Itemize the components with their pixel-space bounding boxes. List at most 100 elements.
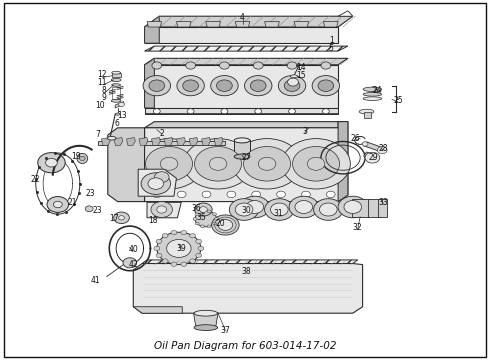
Circle shape [215, 217, 219, 220]
Circle shape [196, 253, 202, 258]
Text: 12: 12 [97, 71, 107, 80]
Ellipse shape [111, 78, 121, 82]
Polygon shape [323, 22, 338, 27]
Polygon shape [139, 138, 148, 145]
Ellipse shape [363, 93, 382, 96]
Ellipse shape [111, 99, 121, 102]
Ellipse shape [194, 310, 218, 316]
Circle shape [250, 80, 266, 91]
Circle shape [293, 147, 340, 181]
Circle shape [277, 191, 286, 198]
Text: 20: 20 [216, 220, 225, 229]
Polygon shape [164, 138, 173, 145]
Bar [378, 199, 387, 217]
Circle shape [171, 262, 177, 266]
Circle shape [186, 62, 196, 69]
Circle shape [312, 76, 340, 96]
Circle shape [156, 239, 162, 243]
Text: Oil Pan Diagram for 603-014-17-02: Oil Pan Diagram for 603-014-17-02 [154, 341, 336, 351]
Circle shape [240, 196, 270, 218]
Text: 9: 9 [101, 94, 106, 103]
Circle shape [154, 246, 160, 251]
Circle shape [148, 178, 164, 189]
Polygon shape [126, 138, 135, 145]
Polygon shape [294, 22, 309, 27]
Ellipse shape [363, 87, 382, 91]
Circle shape [207, 210, 211, 213]
Text: 23: 23 [92, 206, 102, 215]
Circle shape [143, 76, 171, 96]
Text: 17: 17 [109, 215, 119, 223]
Circle shape [284, 80, 300, 91]
Circle shape [229, 199, 259, 220]
Circle shape [258, 157, 276, 170]
Text: 33: 33 [378, 198, 388, 207]
Circle shape [177, 76, 204, 96]
Text: 3: 3 [302, 127, 307, 136]
Circle shape [301, 191, 310, 198]
Circle shape [289, 196, 318, 218]
Circle shape [160, 157, 178, 170]
Polygon shape [145, 122, 348, 202]
Polygon shape [338, 122, 348, 202]
Polygon shape [145, 58, 154, 108]
Circle shape [183, 80, 198, 91]
Text: 27: 27 [241, 153, 251, 162]
Ellipse shape [107, 136, 116, 140]
Circle shape [156, 253, 162, 258]
Circle shape [207, 225, 211, 228]
Text: 39: 39 [176, 244, 186, 253]
Text: 2: 2 [159, 130, 164, 139]
Circle shape [318, 80, 334, 91]
Polygon shape [194, 313, 218, 328]
Text: 6: 6 [114, 120, 119, 129]
Ellipse shape [234, 138, 250, 143]
Ellipse shape [112, 71, 121, 74]
Polygon shape [145, 16, 159, 43]
Circle shape [255, 109, 262, 114]
Text: 30: 30 [241, 206, 251, 215]
Circle shape [245, 76, 272, 96]
Circle shape [190, 234, 196, 238]
Circle shape [200, 225, 204, 228]
Circle shape [246, 201, 264, 213]
Circle shape [190, 259, 196, 263]
Bar [352, 199, 369, 217]
Ellipse shape [234, 154, 250, 159]
Bar [112, 73, 121, 77]
Text: 25: 25 [393, 96, 403, 105]
Circle shape [195, 222, 199, 225]
Circle shape [212, 215, 239, 235]
Circle shape [153, 109, 160, 114]
Circle shape [123, 258, 137, 268]
Circle shape [157, 206, 167, 213]
Ellipse shape [290, 75, 297, 78]
Circle shape [135, 139, 203, 189]
Circle shape [200, 210, 204, 213]
Circle shape [289, 109, 295, 114]
Circle shape [213, 222, 217, 225]
Circle shape [193, 217, 197, 220]
Circle shape [141, 173, 171, 194]
Text: 32: 32 [353, 223, 363, 232]
Polygon shape [108, 128, 145, 202]
Text: 4: 4 [240, 13, 245, 22]
Polygon shape [145, 46, 348, 51]
Text: 41: 41 [91, 276, 100, 284]
Polygon shape [206, 22, 220, 27]
Circle shape [195, 203, 212, 216]
Circle shape [362, 142, 368, 146]
Text: 10: 10 [96, 102, 105, 111]
Circle shape [114, 212, 129, 224]
Circle shape [295, 201, 313, 213]
Circle shape [217, 80, 232, 91]
Circle shape [152, 191, 161, 198]
Text: 22: 22 [30, 175, 40, 184]
Circle shape [220, 62, 229, 69]
Circle shape [167, 239, 191, 257]
Text: 28: 28 [378, 144, 388, 153]
Polygon shape [189, 138, 198, 145]
Circle shape [151, 202, 172, 217]
Circle shape [244, 147, 291, 181]
Polygon shape [147, 22, 162, 27]
